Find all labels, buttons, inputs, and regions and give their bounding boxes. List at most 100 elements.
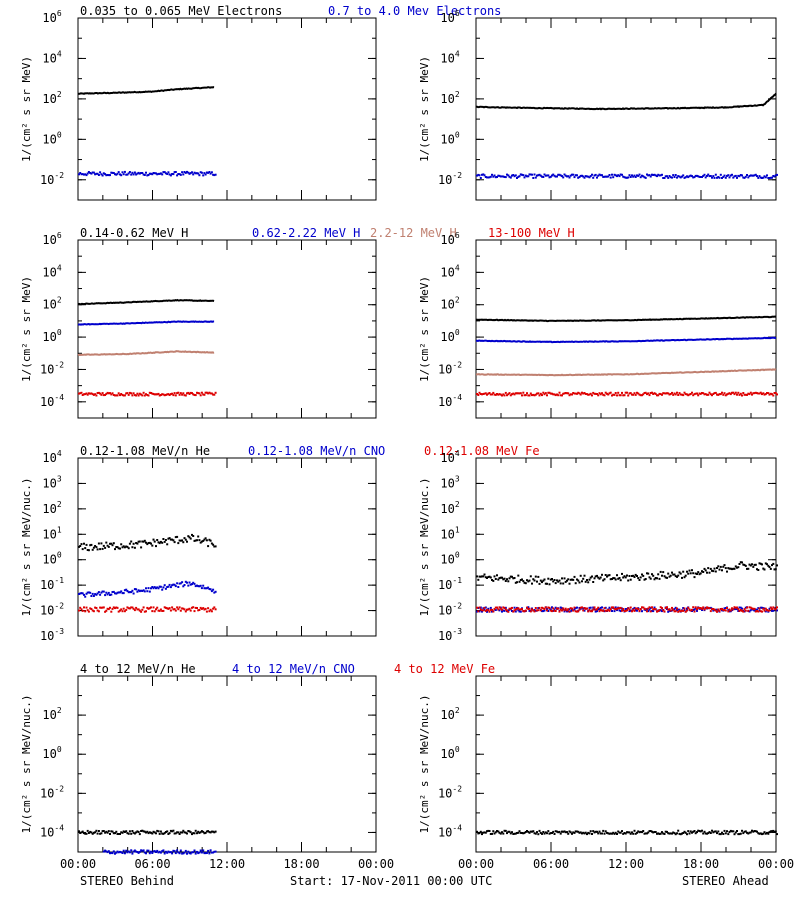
series-point — [604, 609, 607, 612]
series-point — [708, 175, 711, 178]
series-point — [119, 547, 121, 550]
series-point — [694, 607, 697, 610]
y-tick-label: 100 — [42, 130, 61, 146]
y-tick-exponent: 1 — [455, 525, 460, 534]
series-point — [553, 393, 556, 396]
series-point — [182, 173, 185, 176]
series-point — [183, 171, 186, 173]
series-point — [184, 538, 187, 541]
series-point — [761, 610, 763, 613]
series-point — [589, 606, 592, 609]
series-point — [174, 852, 177, 855]
series-point — [746, 567, 748, 570]
series-point — [648, 830, 651, 833]
series-point — [200, 540, 203, 543]
series-point — [614, 831, 617, 834]
series-point — [95, 593, 98, 596]
series-point — [774, 392, 777, 394]
series-point — [696, 174, 698, 177]
series-point — [669, 609, 672, 612]
series-point — [501, 831, 503, 834]
series-point — [624, 176, 627, 179]
series-point — [656, 394, 658, 397]
y-tick-exponent: 4 — [455, 449, 460, 458]
series-point — [143, 394, 146, 397]
row0-title-0: 0.035 to 0.065 MeV Electrons — [80, 4, 282, 18]
series-point — [599, 393, 602, 396]
series-point — [746, 174, 748, 176]
series-point — [744, 609, 747, 612]
series-point — [687, 176, 690, 179]
series-point — [727, 833, 730, 836]
series-point — [92, 546, 95, 549]
footer-start-label: Start: 17-Nov-2011 00:00 UTC — [290, 874, 492, 888]
series-point — [711, 394, 713, 397]
series-point — [697, 571, 700, 574]
series-point — [133, 849, 136, 852]
series-point — [597, 394, 600, 397]
series-point — [116, 546, 119, 549]
series-point — [717, 609, 720, 612]
y-tick-exponent: -3 — [54, 627, 64, 636]
series-point — [163, 852, 166, 855]
series-point — [198, 539, 201, 542]
series-point — [507, 393, 510, 396]
series-point — [754, 830, 757, 833]
series-point — [153, 831, 156, 834]
series-point — [646, 572, 648, 575]
y-tick-label: 102 — [42, 296, 61, 312]
series-point — [776, 173, 778, 176]
series-point — [631, 831, 633, 834]
series-point — [543, 578, 546, 581]
series-point — [91, 171, 94, 174]
series-point — [718, 833, 721, 836]
y-tick-label: 10-4 — [438, 823, 462, 839]
series-point — [528, 607, 531, 610]
series-point — [142, 589, 145, 592]
series-point — [687, 572, 690, 575]
series-point — [494, 831, 497, 834]
series-point — [150, 392, 152, 394]
series-point — [478, 832, 481, 835]
series-point — [135, 394, 138, 397]
series-point — [579, 606, 582, 609]
series-point — [637, 577, 640, 580]
series-point — [678, 175, 681, 178]
series-point — [599, 174, 602, 177]
series-point — [202, 607, 205, 610]
series-point — [549, 832, 552, 835]
series-point — [768, 609, 771, 612]
series-point — [618, 831, 621, 834]
series-point — [668, 575, 671, 578]
series-point — [537, 833, 540, 836]
series-point — [626, 176, 628, 179]
series-point — [136, 172, 139, 175]
series-point — [78, 830, 80, 833]
series-point — [115, 546, 118, 548]
series-point — [196, 539, 198, 542]
series-point — [194, 394, 197, 397]
series-point — [181, 171, 184, 174]
series-point — [502, 578, 505, 581]
series-point — [591, 394, 593, 397]
series-point — [482, 575, 485, 578]
series-point — [86, 393, 89, 396]
series-point — [184, 171, 187, 174]
series-point — [598, 830, 601, 833]
series-point — [677, 175, 680, 178]
series-point — [499, 576, 502, 579]
series-point — [101, 174, 104, 177]
series-point — [173, 832, 176, 835]
series-point — [542, 391, 545, 394]
series-point — [479, 177, 482, 179]
series-point — [713, 830, 716, 833]
series-point — [126, 851, 129, 854]
series-point — [207, 830, 210, 833]
series-point — [747, 609, 750, 612]
series-point — [599, 606, 602, 609]
series-point — [102, 590, 105, 593]
series-point — [182, 541, 185, 544]
series-point — [554, 606, 557, 609]
series-point — [122, 394, 125, 397]
y-tick-exponent: 0 — [455, 551, 460, 560]
